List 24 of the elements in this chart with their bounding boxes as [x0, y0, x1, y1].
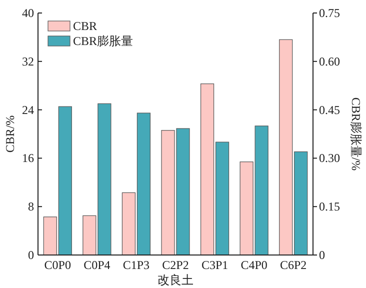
y-tick-label: 16	[22, 151, 34, 166]
legend-label: CBR	[73, 19, 98, 33]
x-tick-label: C6P2	[280, 258, 307, 272]
legend-label: CBR膨胀量	[73, 34, 134, 48]
y-tick-label: 8	[28, 200, 34, 214]
y-tick-label: 40	[22, 6, 34, 20]
y-axis-title: CBR/%	[3, 115, 17, 153]
y-tick-label: 32	[22, 54, 34, 68]
y-tick-label: 24	[22, 102, 34, 117]
y2-tick-label: 0.45	[319, 102, 340, 117]
x-tick-label: C0P4	[84, 258, 110, 272]
y2-tick-label: 0	[319, 248, 325, 262]
x-tick-label: C2P2	[162, 258, 189, 272]
y2-tick-label: 0.30	[319, 151, 340, 166]
x-tick-label: C1P3	[122, 258, 150, 272]
x-tick-label: C4P0	[240, 258, 268, 272]
y2-tick-label: 0.75	[319, 6, 340, 20]
y2-tick-label: 0.60	[319, 54, 340, 68]
x-tick-label: C3P1	[201, 258, 228, 272]
y2-tick-label: 0.15	[319, 200, 340, 214]
x-tick-label: C0P0	[44, 258, 71, 272]
x-axis-title: 改良土	[158, 273, 194, 287]
y-tick-label: 0	[28, 248, 34, 262]
y2-axis-title: CBR膨胀量/%	[349, 97, 363, 171]
